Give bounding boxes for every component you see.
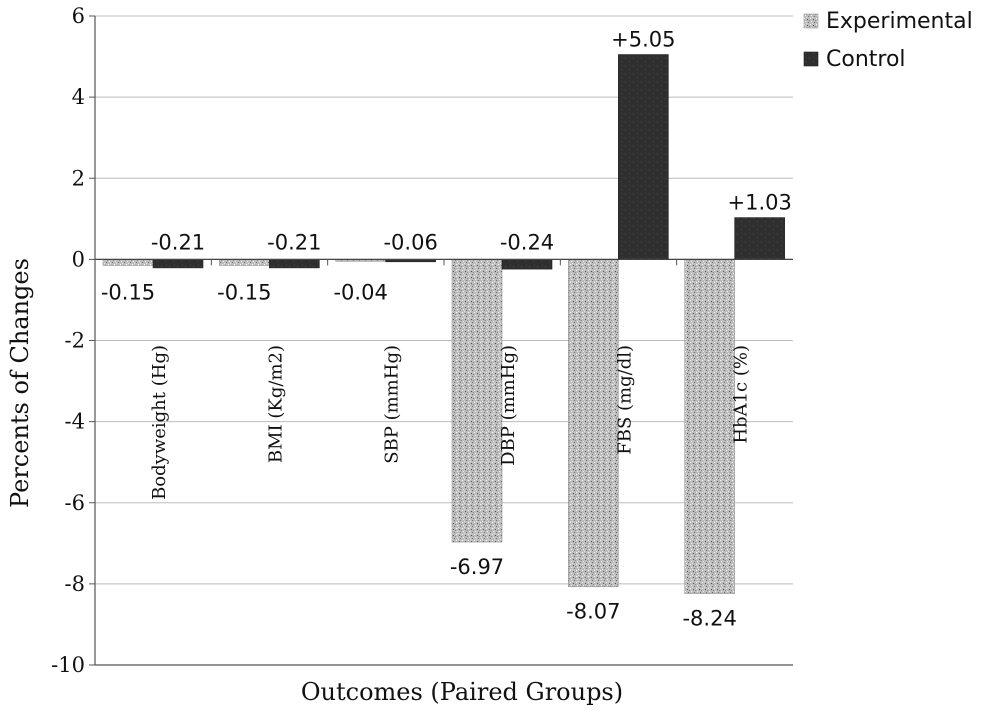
experimental-bar (568, 259, 619, 588)
control-bar (152, 259, 204, 269)
experimental-bar (219, 259, 270, 266)
control-data-label: -0.21 (267, 230, 321, 254)
experimental-data-label: -6.97 (450, 555, 504, 579)
experimental-data-label: -0.04 (333, 280, 387, 304)
control-bar (734, 217, 785, 260)
control-bar (269, 259, 320, 269)
experimental-bar (684, 259, 735, 594)
experimental-data-label: -8.24 (682, 607, 736, 631)
category-label: Bodyweight (Hg) (149, 345, 170, 500)
experimental-data-label: -0.15 (217, 280, 271, 304)
y-tick-label: 6 (72, 4, 85, 28)
control-bar (501, 259, 553, 270)
experimental-bar (102, 259, 154, 266)
control-legend-swatch (803, 51, 819, 67)
category-label: FBS (mg/dl) (614, 345, 635, 455)
experimental-legend-swatch (803, 13, 819, 29)
experimental-data-label: -0.15 (101, 280, 155, 304)
y-tick-label: -2 (65, 329, 85, 353)
y-tick-label: 4 (72, 85, 85, 109)
control-data-label: +5.05 (611, 28, 675, 52)
experimental-data-label: -8.07 (566, 600, 620, 624)
control-data-label: -0.21 (151, 230, 205, 254)
category-label: BMI (Kg/m2) (265, 345, 286, 463)
y-tick-label: -10 (51, 653, 85, 677)
y-tick-label: -4 (65, 410, 85, 434)
y-tick-label: 0 (72, 247, 85, 271)
experimental-legend-label: Experimental (826, 9, 973, 34)
control-data-label: -0.06 (383, 230, 437, 254)
control-data-label: -0.24 (500, 230, 554, 254)
legend: Experimental Control (803, 9, 973, 72)
y-tick-label: 2 (72, 166, 85, 190)
axes: 6 4 2 0 -2 -4 -6 -8 -10 Percents of Changes Outcom… (6, 4, 793, 706)
x-axis-title: Outcomes (Paired Groups) (301, 678, 623, 706)
data-labels: -0.15 -0.21 Bodyweight (Hg) -0.15 -0.21 BMI (… (101, 28, 792, 631)
control-bar (618, 54, 669, 260)
bars (102, 54, 785, 594)
category-label: DBP (mmHg) (498, 345, 519, 466)
category-label: SBP (mmHg) (382, 345, 403, 464)
category-label: HbA1c (%) (731, 345, 752, 444)
experimental-bar (451, 259, 503, 543)
y-tick-label: -8 (65, 572, 85, 596)
y-axis-title: Percents of Changes (6, 258, 34, 508)
control-data-label: +1.03 (727, 191, 791, 215)
control-legend-label: Control (826, 47, 906, 72)
y-tick-label: -6 (65, 491, 85, 515)
